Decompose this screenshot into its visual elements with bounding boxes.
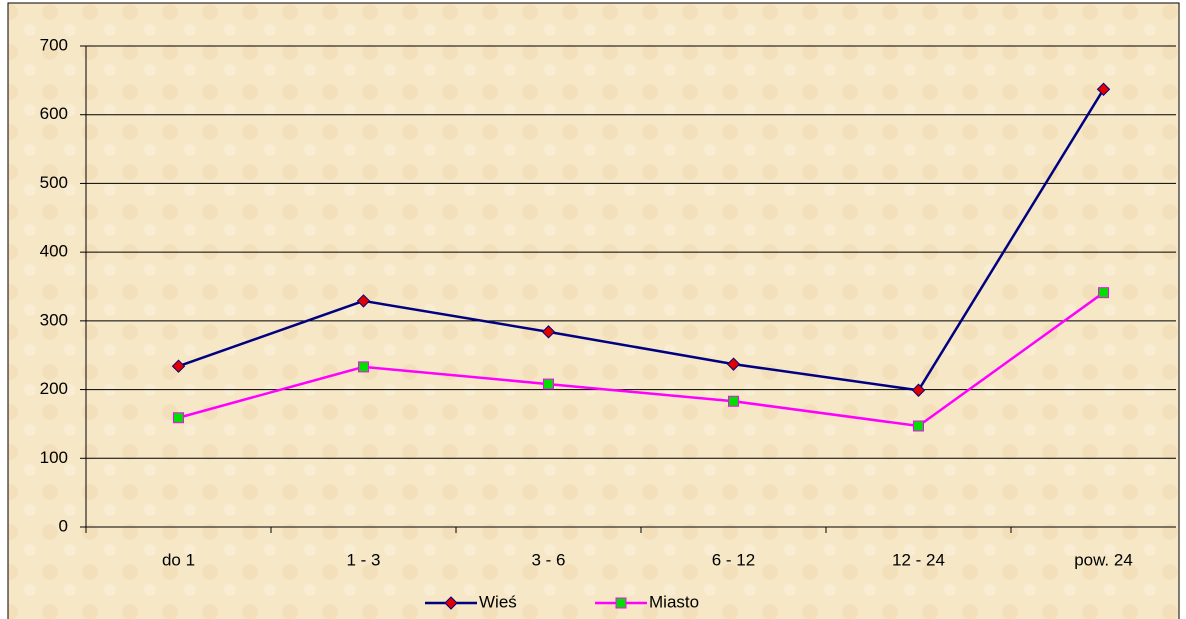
marker [541, 325, 556, 339]
x-tick-label: do 1 [162, 550, 195, 569]
y-tick-label: 200 [40, 379, 68, 398]
x-tick-label: pow. 24 [1074, 550, 1133, 569]
x-tick-label: 3 - 6 [531, 550, 565, 569]
marker [726, 357, 741, 371]
legend-label: Wieś [479, 592, 517, 611]
legend-marker [615, 597, 627, 609]
marker [358, 361, 369, 373]
marker [728, 395, 739, 407]
series-line [178, 88, 1105, 392]
x-tick-label: 1 - 3 [346, 550, 380, 569]
chart-frame [7, 2, 1180, 619]
marker [356, 294, 371, 308]
y-tick-label: 700 [40, 35, 68, 54]
marker [543, 378, 554, 390]
y-tick-label: 100 [40, 448, 68, 467]
marker [1098, 287, 1109, 299]
marker [911, 383, 926, 397]
x-tick-label: 12 - 24 [892, 550, 945, 569]
x-tick-label: 6 - 12 [712, 550, 755, 569]
marker [1096, 82, 1111, 96]
marker [913, 420, 924, 432]
legend-marker [444, 596, 458, 610]
marker [173, 412, 184, 424]
series-line [178, 291, 1105, 428]
y-tick-label: 500 [40, 173, 68, 192]
y-tick-label: 600 [40, 104, 68, 123]
marker [171, 359, 186, 373]
y-tick-label: 300 [40, 310, 68, 329]
legend-label: Miasto [649, 592, 699, 611]
y-tick-label: 0 [59, 516, 68, 535]
y-tick-label: 400 [40, 242, 68, 261]
